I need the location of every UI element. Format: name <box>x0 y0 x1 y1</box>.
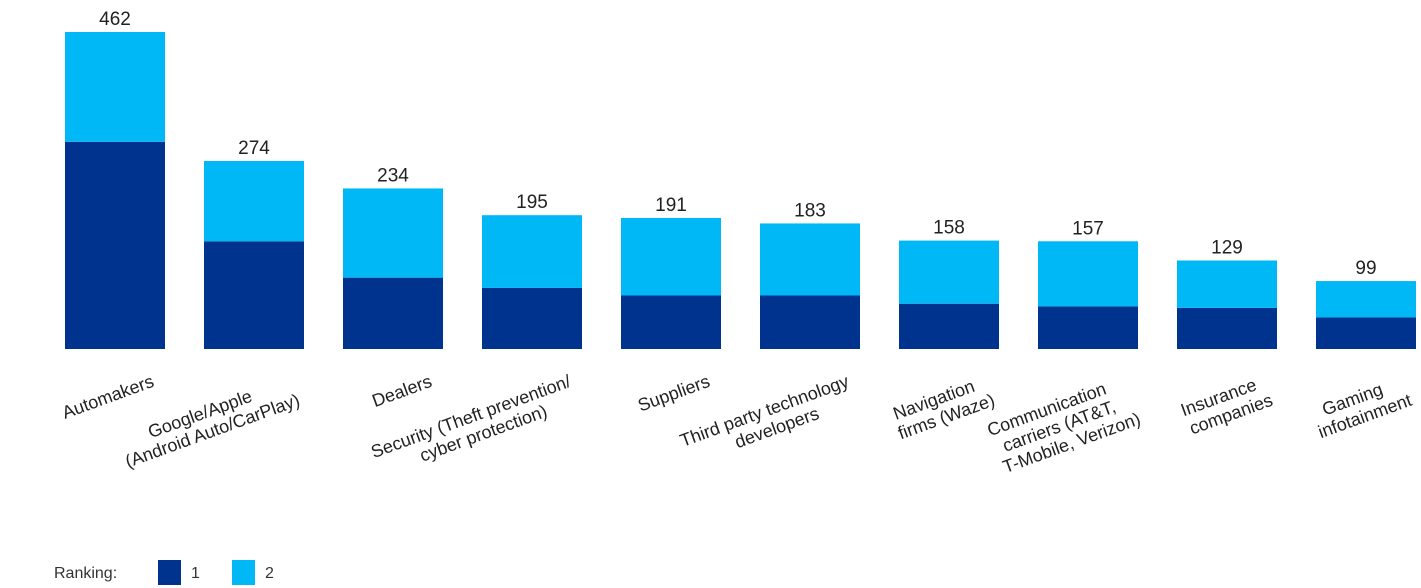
bar-rank2-2 <box>343 188 443 278</box>
bar-rank2-8 <box>1177 260 1277 308</box>
total-label-7: 157 <box>1072 218 1104 239</box>
category-label-4: Suppliers <box>635 371 712 415</box>
bar-rank2-7 <box>1038 241 1138 307</box>
bar-rank2-0 <box>65 32 165 142</box>
total-label-0: 462 <box>99 9 131 30</box>
category-label-line: Suppliers <box>635 371 712 415</box>
category-label-9: Gaminginfotainment <box>1309 371 1415 442</box>
bar-rank2-4 <box>621 217 721 296</box>
bar-rank1-8 <box>1177 307 1277 349</box>
category-label-6: Navigationfirms (Waze) <box>888 371 997 443</box>
total-label-4: 191 <box>655 195 687 216</box>
legend-label-2: 2 <box>265 565 274 582</box>
bar-rank1-5 <box>760 295 860 349</box>
category-label-line: Dealers <box>369 371 434 411</box>
bar-rank2-9 <box>1316 281 1416 318</box>
bar-rank1-0 <box>65 141 165 349</box>
bar-rank1-3 <box>482 287 582 349</box>
total-label-6: 158 <box>933 218 965 239</box>
total-label-1: 274 <box>238 138 270 159</box>
bar-rank1-1 <box>204 241 304 349</box>
bar-rank1-7 <box>1038 306 1138 349</box>
bar-rank1-4 <box>621 295 721 349</box>
bar-rank2-5 <box>760 223 860 296</box>
total-label-5: 183 <box>794 200 826 221</box>
bar-rank1-6 <box>899 303 999 349</box>
category-label-8: Insurancecompanies <box>1178 371 1275 439</box>
bar-rank2-1 <box>204 161 304 242</box>
bar-rank1-2 <box>343 277 443 349</box>
bar-rank2-3 <box>482 215 582 288</box>
category-label-line: Automakers <box>59 371 156 423</box>
legend-label-1: 1 <box>191 565 200 582</box>
legend-title: Ranking: <box>54 565 117 582</box>
bar-rank1-9 <box>1316 317 1416 349</box>
legend-swatch-1 <box>158 560 181 585</box>
legend: Ranking: 1 2 <box>54 560 274 585</box>
bar-rank2-6 <box>899 240 999 304</box>
total-label-3: 195 <box>516 192 548 213</box>
total-label-2: 234 <box>377 165 409 186</box>
total-label-9: 99 <box>1355 258 1376 279</box>
category-label-7: Communicationcarriers (AT&T,T-Mobile, Ve… <box>984 371 1143 478</box>
legend-swatch-2 <box>232 560 255 585</box>
bars-group <box>65 32 1416 349</box>
totals-group: 462 274 234 195 191 183 158 157 129 99 <box>99 9 1376 279</box>
total-label-8: 129 <box>1211 237 1243 258</box>
category-label-2: Dealers <box>369 371 434 411</box>
category-label-0: Automakers <box>59 371 156 423</box>
